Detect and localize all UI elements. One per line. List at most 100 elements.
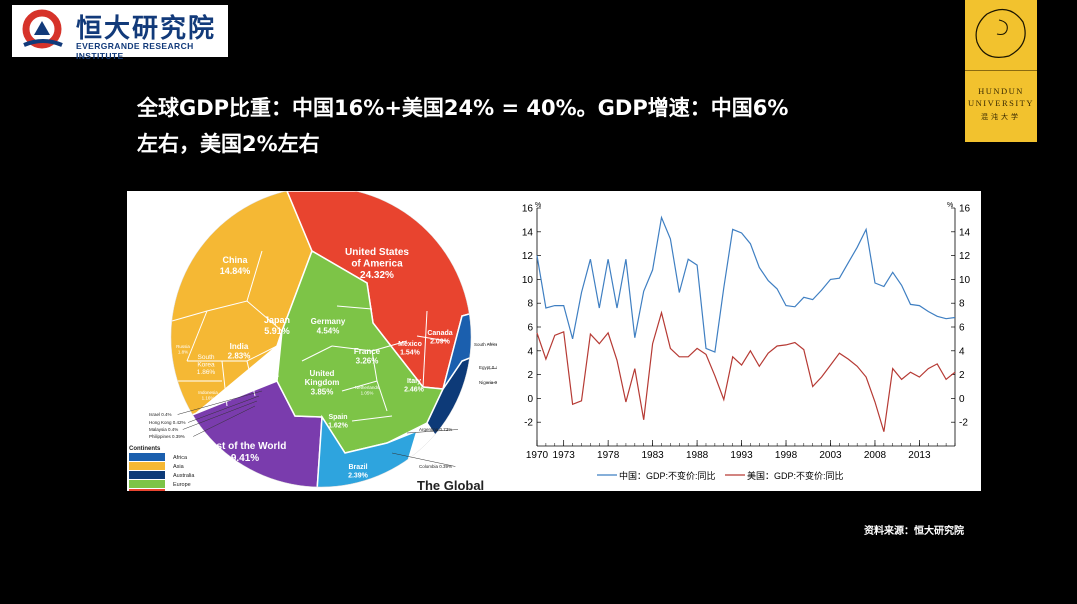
badge-divider [965, 70, 1037, 71]
ytick-label-right: 16 [959, 204, 971, 215]
svg-text:Australia: Australia [173, 473, 195, 479]
legend-item-europe: Europe [129, 480, 191, 488]
ytick-label-left: 8 [527, 299, 533, 310]
svg-text:Hong Kong 0.42%: Hong Kong 0.42% [149, 420, 186, 425]
svg-text:Israel 0.4%: Israel 0.4% [149, 412, 172, 417]
callout-south-africa: South Africa 0.42% [474, 342, 497, 347]
evergrande-logo: 恒大研究院 EVERGRANDE RESEARCH INSTITUTE [12, 5, 228, 61]
xtick-label: 1970 [526, 450, 549, 461]
svg-text:中国：GDP:不变价:同比: 中国：GDP:不变价:同比 [619, 470, 716, 481]
legend-us: 美国：GDP:不变价:同比 [725, 470, 844, 481]
ytick-label-left: 4 [527, 346, 533, 357]
callout-hong-kong: Hong Kong 0.42% [149, 395, 260, 425]
ytick-label-left: 0 [527, 394, 533, 405]
ytick-label-right: 10 [959, 275, 971, 286]
continent-legend: Continents Africa Asia Australia Europe [129, 446, 195, 491]
svg-text:Russia: Russia [176, 344, 190, 349]
svg-text:14.84%: 14.84% [220, 266, 251, 276]
xtick-label: 1973 [553, 450, 576, 461]
svg-text:24.32%: 24.32% [360, 270, 394, 281]
svg-text:Malaysia 0.4%: Malaysia 0.4% [149, 427, 178, 432]
xtick-label: 1983 [641, 450, 664, 461]
ytick-label-right: -2 [959, 418, 968, 429]
svg-text:1.62%: 1.62% [328, 422, 349, 429]
svg-text:India: India [230, 342, 249, 351]
svg-text:1.05%: 1.05% [361, 390, 374, 395]
gdp-growth-line-chart: % % -2 -2 0 0 2 2 4 4 6 6 8 8 10 10 12 12 14 14 16 16 1970 1973… [522, 202, 971, 481]
svg-text:3.26%: 3.26% [356, 357, 379, 366]
svg-text:Europe: Europe [173, 482, 191, 488]
svg-text:Spain: Spain [328, 414, 347, 421]
legend-item-australia: Australia [129, 471, 195, 479]
legend-swatch-cropped [129, 489, 165, 491]
svg-text:Mexico: Mexico [398, 341, 422, 348]
svg-text:1.54%: 1.54% [400, 349, 421, 356]
svg-text:0.87%: 0.87% [261, 378, 273, 383]
source-note: 资料来源：恒大研究院 [864, 526, 964, 537]
svg-text:Brazil: Brazil [348, 464, 367, 471]
svg-text:Indonesia: Indonesia [198, 390, 218, 395]
region-africa [442, 308, 471, 390]
ytick-label-right: 8 [959, 299, 965, 310]
svg-text:2.09%: 2.09% [430, 338, 451, 345]
ytick-label-right: 2 [959, 370, 965, 381]
svg-text:5.91%: 5.91% [264, 326, 290, 336]
svg-text:Rest of the World: Rest of the World [204, 441, 287, 452]
ytick-label-left: 10 [522, 275, 534, 286]
svg-text:2.46%: 2.46% [404, 386, 425, 393]
ytick-label-right: 12 [959, 251, 971, 262]
svg-text:Japan: Japan [264, 315, 290, 325]
line-chart-legend: 中国：GDP:不变价:同比 美国：GDP:不变价:同比 [597, 470, 844, 481]
ytick-label-left: 2 [527, 370, 533, 381]
xtick-label: 2008 [864, 450, 887, 461]
legend-item-africa: Africa [129, 453, 188, 461]
svg-text:Nigeria 0.65%: Nigeria 0.65% [479, 380, 497, 385]
country-borders [171, 250, 448, 422]
chart-caption: The Global [417, 478, 484, 491]
svg-text:Canada: Canada [427, 330, 452, 337]
svg-text:Asia: Asia [173, 464, 185, 470]
svg-text:Argentina 0.73%: Argentina 0.73% [419, 427, 452, 432]
hundun-text-1: HUNDUN [978, 86, 1024, 96]
svg-text:Africa: Africa [173, 455, 188, 461]
logo-english-name: EVERGRANDE RESEARCH INSTITUTE [76, 41, 194, 61]
left-unit-label: % [535, 202, 541, 209]
svg-text:of America: of America [351, 259, 403, 270]
callout-egypt: Egypt 0.45% [479, 365, 497, 370]
ytick-label-left: 6 [527, 323, 533, 334]
title-line-2: 左右，美国2%左右 [137, 132, 320, 156]
svg-text:Kingdom: Kingdom [305, 378, 340, 387]
svg-text:South: South [198, 354, 215, 361]
svg-text:South Africa 0.42%: South Africa 0.42% [474, 342, 497, 347]
svg-text:China: China [222, 255, 248, 265]
right-unit-label: % [947, 202, 953, 209]
svg-text:3.85%: 3.85% [311, 387, 334, 396]
xtick-label: 1988 [686, 450, 709, 461]
svg-text:United States: United States [345, 247, 409, 258]
chart-panel: United States of America 24.32% Canada 2.09%… [127, 191, 981, 491]
ytick-label-left: 12 [522, 251, 534, 262]
svg-text:9.41%: 9.41% [231, 453, 259, 464]
svg-text:2.39%: 2.39% [348, 472, 369, 479]
hundun-text-2: UNIVERSITY [968, 98, 1034, 108]
legend-china: 中国：GDP:不变价:同比 [597, 470, 716, 481]
svg-text:1.86%: 1.86% [197, 369, 216, 376]
svg-text:Colombia 0.39%: Colombia 0.39% [419, 464, 452, 469]
